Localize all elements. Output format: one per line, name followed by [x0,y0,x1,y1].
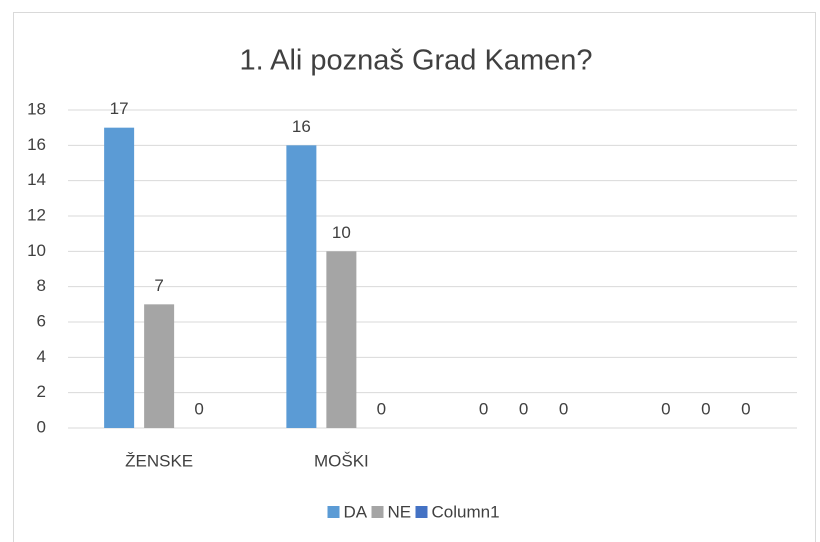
y-tick-label: 12 [27,205,46,224]
bar [144,304,175,428]
legend-label: Column1 [432,502,500,521]
bar [104,127,135,429]
chart-title: 1. Ali poznaš Grad Kamen? [239,45,592,77]
bar [286,145,317,429]
y-tick-label: 16 [27,135,46,154]
bar [326,251,357,428]
y-tick-label: 0 [37,417,46,436]
legend-label: DA [344,502,368,521]
data-label: 0 [194,399,203,418]
data-label: 17 [110,99,129,118]
chart-border [13,12,816,542]
x-tick-label: MOŠKI [314,451,369,470]
y-tick-label: 4 [37,347,46,366]
data-label: 0 [661,399,670,418]
legend-swatch [371,506,384,518]
x-tick-label: ŽENSKE [125,451,193,470]
data-label: 10 [332,223,351,242]
data-label: 0 [479,399,488,418]
y-tick-label: 14 [27,170,46,189]
data-label: 16 [292,117,311,136]
data-label: 0 [377,399,386,418]
legend-label: NE [388,502,412,521]
y-tick-label: 8 [37,276,46,295]
data-label: 0 [559,399,568,418]
data-label: 7 [154,276,163,295]
data-label: 0 [701,399,710,418]
legend-swatch [415,506,428,518]
y-tick-label: 6 [37,311,46,330]
y-tick-label: 2 [37,382,46,401]
data-label: 0 [519,399,528,418]
legend-swatch [327,506,340,518]
y-tick-label: 18 [27,99,46,118]
y-tick-label: 10 [27,241,46,260]
data-label: 0 [741,399,750,418]
